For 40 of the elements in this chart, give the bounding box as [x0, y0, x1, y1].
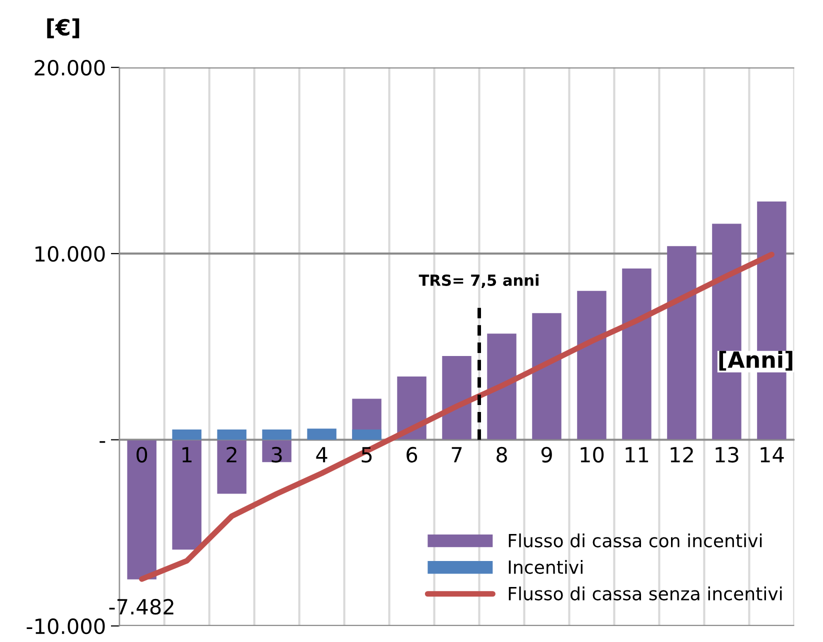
x-tick-label: 0: [136, 446, 148, 463]
bar: [172, 430, 202, 440]
legend-label: Flusso di cassa con incentivi: [508, 533, 762, 548]
x-tick-label: 14: [760, 447, 784, 462]
x-tick-label: 13: [716, 446, 738, 463]
bar: [127, 440, 156, 580]
bar: [532, 313, 562, 440]
legend-label: Flusso di cassa senza incentivi: [508, 586, 782, 600]
y-tick-label: 10.000: [36, 246, 105, 262]
legend-label: Incentivi: [508, 560, 582, 574]
y-tick-label: -: [100, 441, 106, 443]
bar: [172, 440, 202, 550]
y-tick-label: -10.000: [26, 618, 105, 634]
bar: [577, 290, 606, 440]
x-tick-label: 4: [316, 447, 328, 462]
bar: [487, 334, 516, 440]
annotation: TRS= 7,5 anni: [418, 274, 538, 288]
annotation: -7.482: [109, 598, 174, 615]
x-tick-label: 11: [626, 447, 648, 462]
x-tick-label: 12: [670, 446, 693, 462]
x-tick-label: 1: [182, 447, 192, 462]
x-tick-label: 8: [496, 446, 507, 463]
x-axis-title: [Anni]: [719, 350, 792, 371]
x-tick-label: 10: [580, 446, 604, 463]
bar: [442, 356, 472, 440]
x-tick-label: 9: [541, 446, 552, 463]
bar: [667, 246, 696, 440]
x-tick-label: 7: [452, 447, 462, 462]
bar: [352, 430, 382, 440]
bar: [307, 428, 336, 440]
y-axis-title: [€]: [47, 18, 80, 38]
bar: [397, 376, 426, 440]
x-tick-label: 6: [406, 446, 418, 463]
x-tick-label: 3: [272, 446, 282, 463]
bar: [217, 430, 246, 440]
bar: [622, 268, 652, 440]
y-tick-label: 20.000: [34, 60, 105, 76]
bar: [217, 440, 246, 494]
x-tick-label: 2: [226, 446, 236, 462]
bar: [262, 430, 292, 440]
